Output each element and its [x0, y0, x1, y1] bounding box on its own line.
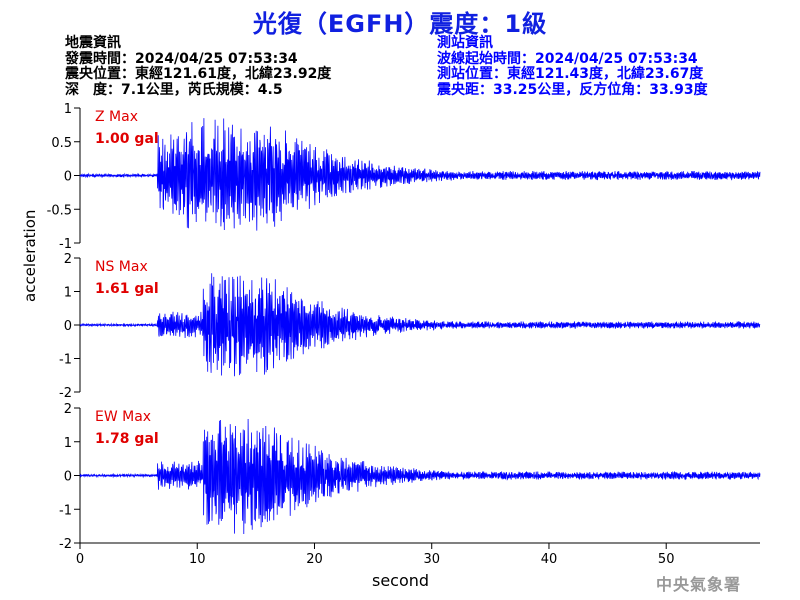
waveform-ew [79, 418, 761, 535]
max-label-ew: EW Max [95, 409, 151, 425]
x-axis-label: second [372, 571, 430, 590]
depth-magnitude: 深 度：7.1公里，芮氏規模：4.5 [65, 81, 283, 98]
max-label-z: Z Max [95, 109, 138, 125]
earthquake-info: 地震資訊 發震時間：2024/04/25 07:53:34 震央位置：東經121… [65, 35, 332, 98]
epicentral-distance: 震央距：33.25公里，反方位角：33.93度 [437, 81, 708, 98]
earthquake-info-heading: 地震資訊 [65, 35, 121, 51]
y-tick-label-z: 1 [64, 102, 72, 117]
waveform-ns [79, 273, 761, 377]
y-tick-label-ew: 1 [64, 436, 72, 451]
max-label-ns: NS Max [95, 259, 148, 275]
y-tick-label-ew: -2 [59, 537, 72, 552]
chart-title: 光復（EGFH）震度：1級 [252, 10, 548, 38]
y-tick-label-ns: 2 [64, 252, 72, 267]
x-tick-label: 50 [658, 552, 675, 567]
y-tick-label-ns: -1 [59, 353, 72, 368]
x-tick-label: 20 [306, 552, 323, 567]
y-tick-label-ew: -1 [59, 503, 72, 518]
origin-time: 發震時間：2024/04/25 07:53:34 [65, 50, 298, 67]
y-tick-label-ns: 0 [64, 319, 72, 334]
y-tick-label-ew: 2 [64, 402, 72, 417]
x-tick-label: 0 [76, 552, 84, 567]
waveform-z [79, 118, 761, 231]
max-value-z: 1.00 gal [95, 131, 159, 147]
x-tick-label: 40 [541, 552, 558, 567]
y-tick-label-z: 0.5 [51, 136, 72, 151]
y-tick-label-z: -1 [59, 237, 72, 252]
agency-watermark: 中央氣象署 [656, 575, 742, 594]
max-value-ns: 1.61 gal [95, 281, 159, 297]
max-value-ew: 1.78 gal [95, 431, 159, 447]
y-tick-label-ew: 0 [64, 470, 72, 485]
y-tick-label-z: -0.5 [47, 203, 72, 218]
station-location: 測站位置：東經121.43度，北緯23.67度 [437, 66, 704, 82]
y-axis-label: acceleration [21, 209, 39, 302]
x-tick-label: 30 [423, 552, 440, 567]
y-tick-label-ns: -2 [59, 386, 72, 401]
epicenter-location: 震央位置：東經121.61度，北緯23.92度 [65, 66, 332, 82]
station-info: 測站資訊 波線起始時間：2024/04/25 07:53:34 測站位置：東經1… [437, 35, 708, 98]
y-tick-label-z: 0 [64, 170, 72, 185]
waveform-start-time: 波線起始時間：2024/04/25 07:53:34 [437, 50, 698, 67]
station-info-heading: 測站資訊 [437, 35, 493, 51]
y-tick-label-ns: 1 [64, 286, 72, 301]
x-tick-label: 10 [189, 552, 206, 567]
